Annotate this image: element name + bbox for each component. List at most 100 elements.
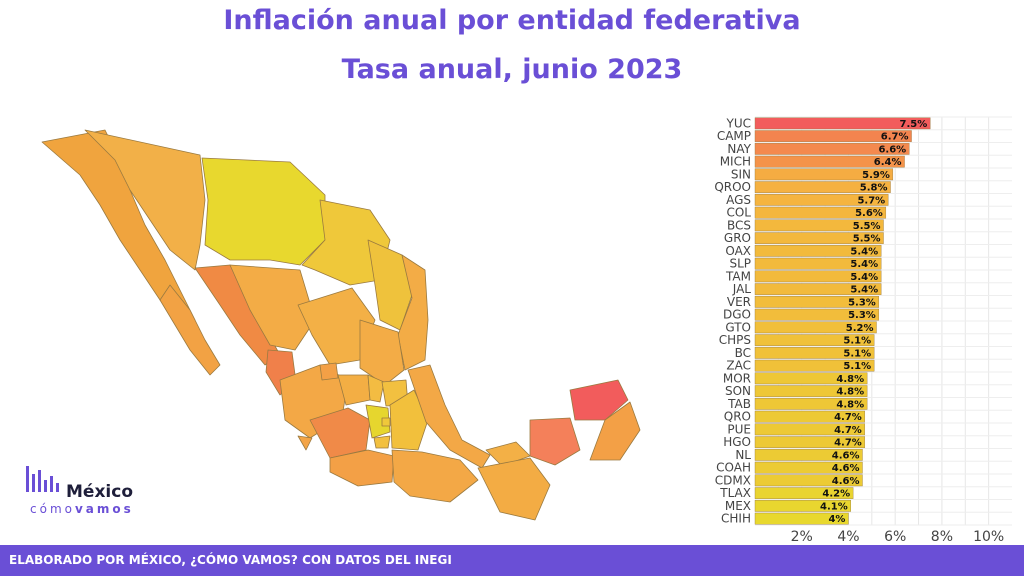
bar-mor <box>754 372 868 385</box>
category-label: TLAX <box>719 486 751 500</box>
category-label: MOR <box>723 371 751 385</box>
value-label: 5.4% <box>850 285 878 296</box>
value-label: 5.3% <box>848 310 876 321</box>
region-san-luis-potosi <box>359 319 405 386</box>
bar-coah <box>754 461 863 474</box>
category-label: TAM <box>725 269 751 283</box>
category-label: COAH <box>716 461 751 475</box>
bar-nay <box>754 143 910 155</box>
region-estado-de-mexico <box>365 404 391 439</box>
bars <box>754 117 931 525</box>
category-label: GTO <box>725 320 751 334</box>
value-label: 6.6% <box>878 144 906 155</box>
bar-yuc <box>754 117 931 130</box>
region-guerrero <box>329 449 395 487</box>
region-tamaulipas <box>397 254 429 371</box>
region-sonora <box>84 129 206 271</box>
bar-qroo <box>754 181 891 193</box>
region-chihuahua <box>201 157 326 266</box>
bar-dgo <box>754 308 880 321</box>
bar-son <box>754 385 868 397</box>
category-label: AGS <box>726 193 751 207</box>
mexico-como-vamos-logo: México cómovamos <box>26 458 146 518</box>
x-axis-ticks: 2% 4% 6% 8% 10% <box>791 529 1005 545</box>
region-chiapas <box>477 457 551 521</box>
value-label: 5.1% <box>843 348 871 359</box>
x-tick-label: 2% <box>791 529 813 545</box>
category-label: SIN <box>731 167 751 181</box>
category-label: CDMX <box>715 473 751 487</box>
value-label: 6.7% <box>881 132 909 143</box>
bar-slp <box>754 257 882 270</box>
bar-camp <box>754 130 912 142</box>
region-campeche <box>529 417 581 466</box>
mexico-choropleth-map <box>41 129 641 521</box>
x-tick-label: 8% <box>931 529 953 545</box>
region-queretaro <box>367 374 385 403</box>
chart-title: Inflación anual por entidad federativa <box>223 5 801 36</box>
x-tick-label: 4% <box>837 529 859 545</box>
value-label: 5.8% <box>860 183 888 194</box>
value-label: 5.1% <box>843 336 871 347</box>
x-tick-label: 6% <box>884 529 906 545</box>
category-label: NAY <box>727 142 751 156</box>
category-label: JAL <box>732 282 752 296</box>
region-durango <box>229 264 316 351</box>
bar-pue <box>754 423 866 436</box>
category-label: ZAC <box>726 359 751 373</box>
category-label: QROO <box>714 180 751 194</box>
value-label: 5.7% <box>857 195 885 206</box>
region-tlaxcala-puebla <box>389 389 429 451</box>
category-labels: YUCCAMPNAYMICHSINQROOAGSCOLBCSGROOAXSLPT… <box>714 116 751 525</box>
region-cdmx <box>381 417 391 427</box>
value-labels: 7.5% 6.7%6.6% 6.4% 5.9% 5.8%5.7% 5.6% 5.5% 5.5%… <box>820 119 927 525</box>
bar-qro <box>754 410 866 423</box>
bar-tlax <box>754 487 854 499</box>
logo-word-mexico: México <box>66 482 133 502</box>
footer-source: ELABORADO POR MÉXICO, ¿CÓMO VAMOS? CON D… <box>9 553 452 567</box>
bar-mich <box>754 155 905 168</box>
bar-cdmx <box>754 474 863 487</box>
bar-nl <box>754 449 863 461</box>
category-label: CAMP <box>717 129 751 143</box>
bar-sin <box>754 168 894 181</box>
value-label: 5.6% <box>855 208 883 219</box>
category-label: OAX <box>725 244 751 258</box>
logo-bars-icon <box>26 462 70 492</box>
category-label: YUC <box>726 116 752 130</box>
value-label: 5.3% <box>848 297 876 308</box>
value-label: 4.7% <box>834 438 862 449</box>
bar-bc <box>754 347 875 359</box>
value-label: 4.6% <box>832 450 860 461</box>
region-coahuila <box>301 199 391 286</box>
region-baja-california-sur <box>159 284 221 376</box>
bar-tab <box>754 398 868 410</box>
bar-tam <box>754 270 882 283</box>
bar-ver <box>754 296 880 308</box>
category-label: SLP <box>729 257 751 271</box>
category-label: MEX <box>725 499 751 513</box>
x-tick-label: 10% <box>973 529 1004 545</box>
value-label: 5.1% <box>843 361 871 372</box>
category-label: NL <box>735 448 751 462</box>
value-label: 4% <box>828 514 845 525</box>
bar-col <box>754 206 887 219</box>
bar-gro <box>754 232 884 244</box>
value-label: 4.7% <box>834 425 862 436</box>
value-label: 4.8% <box>836 387 864 398</box>
category-label: HGO <box>723 435 751 449</box>
logo-word-como-vamos: cómovamos <box>30 502 134 516</box>
region-yucatan <box>569 379 629 421</box>
region-quintana-roo <box>589 401 641 461</box>
value-label: 4.6% <box>832 463 860 474</box>
region-colima <box>297 435 313 451</box>
bar-chps <box>754 334 875 346</box>
value-label: 6.4% <box>874 157 902 168</box>
value-label: 5.4% <box>850 259 878 270</box>
value-label: 5.9% <box>862 170 890 181</box>
value-label: 4.6% <box>832 476 860 487</box>
bar-zac <box>754 359 875 372</box>
chart-subtitle: Tasa anual, junio 2023 <box>341 54 683 85</box>
category-label: COL <box>726 206 751 220</box>
bar-bcs <box>754 219 884 232</box>
